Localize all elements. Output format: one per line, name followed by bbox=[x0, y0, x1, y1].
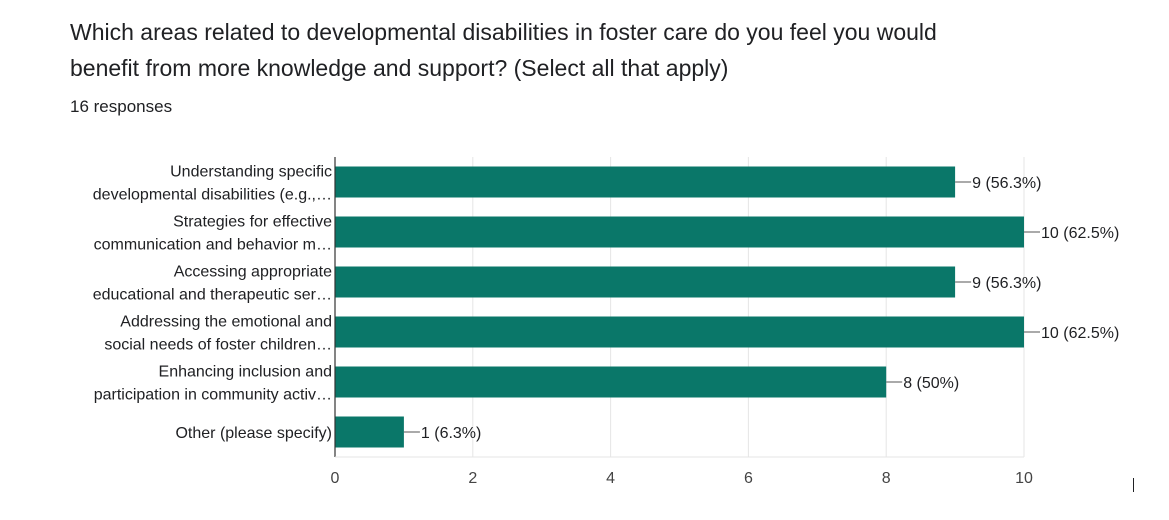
data-label-4: 8 (50%) bbox=[903, 375, 959, 392]
question-title: Which areas related to developmental dis… bbox=[70, 14, 1070, 86]
bar-4 bbox=[335, 366, 887, 398]
category-label-0-line-0: Understanding specific bbox=[170, 164, 332, 181]
category-label-4-line-1: participation in community activ… bbox=[94, 387, 332, 404]
bar-0 bbox=[335, 166, 956, 198]
x-tick-label-6: 6 bbox=[744, 470, 753, 487]
response-count: 16 responses bbox=[70, 97, 173, 116]
bar-5 bbox=[335, 416, 404, 448]
category-label-5-line-0: Other (please specify) bbox=[175, 425, 332, 442]
data-label-0: 9 (56.3%) bbox=[972, 175, 1041, 192]
text-cursor bbox=[1133, 478, 1134, 492]
data-label-1: 10 (62.5%) bbox=[1041, 225, 1119, 242]
question-title-line-1: Which areas related to developmental dis… bbox=[70, 19, 937, 45]
bar-2 bbox=[335, 266, 956, 298]
category-label-0-line-1: developmental disabilities (e.g.,… bbox=[93, 187, 332, 204]
bar-1 bbox=[335, 216, 1024, 248]
data-label-2: 9 (56.3%) bbox=[972, 275, 1041, 292]
category-label-3-line-0: Addressing the emotional and bbox=[120, 314, 332, 331]
category-label-4-line-0: Enhancing inclusion and bbox=[159, 364, 332, 381]
x-tick-label-2: 2 bbox=[468, 470, 477, 487]
category-label-1-line-0: Strategies for effective bbox=[173, 214, 332, 231]
data-label-3: 10 (62.5%) bbox=[1041, 325, 1119, 342]
data-label-5: 1 (6.3%) bbox=[421, 425, 481, 442]
x-tick-label-0: 0 bbox=[331, 470, 340, 487]
x-tick-label-10: 10 bbox=[1015, 470, 1033, 487]
x-tick-label-4: 4 bbox=[606, 470, 615, 487]
bar-3 bbox=[335, 316, 1024, 348]
category-label-1-line-1: communication and behavior m… bbox=[94, 237, 332, 254]
category-label-2-line-0: Accessing appropriate bbox=[174, 264, 332, 281]
category-label-2-line-1: educational and therapeutic ser… bbox=[93, 287, 332, 304]
question-title-line-2: benefit from more knowledge and support?… bbox=[70, 55, 729, 81]
category-label-3-line-1: social needs of foster children… bbox=[104, 337, 332, 354]
x-tick-label-8: 8 bbox=[882, 470, 891, 487]
